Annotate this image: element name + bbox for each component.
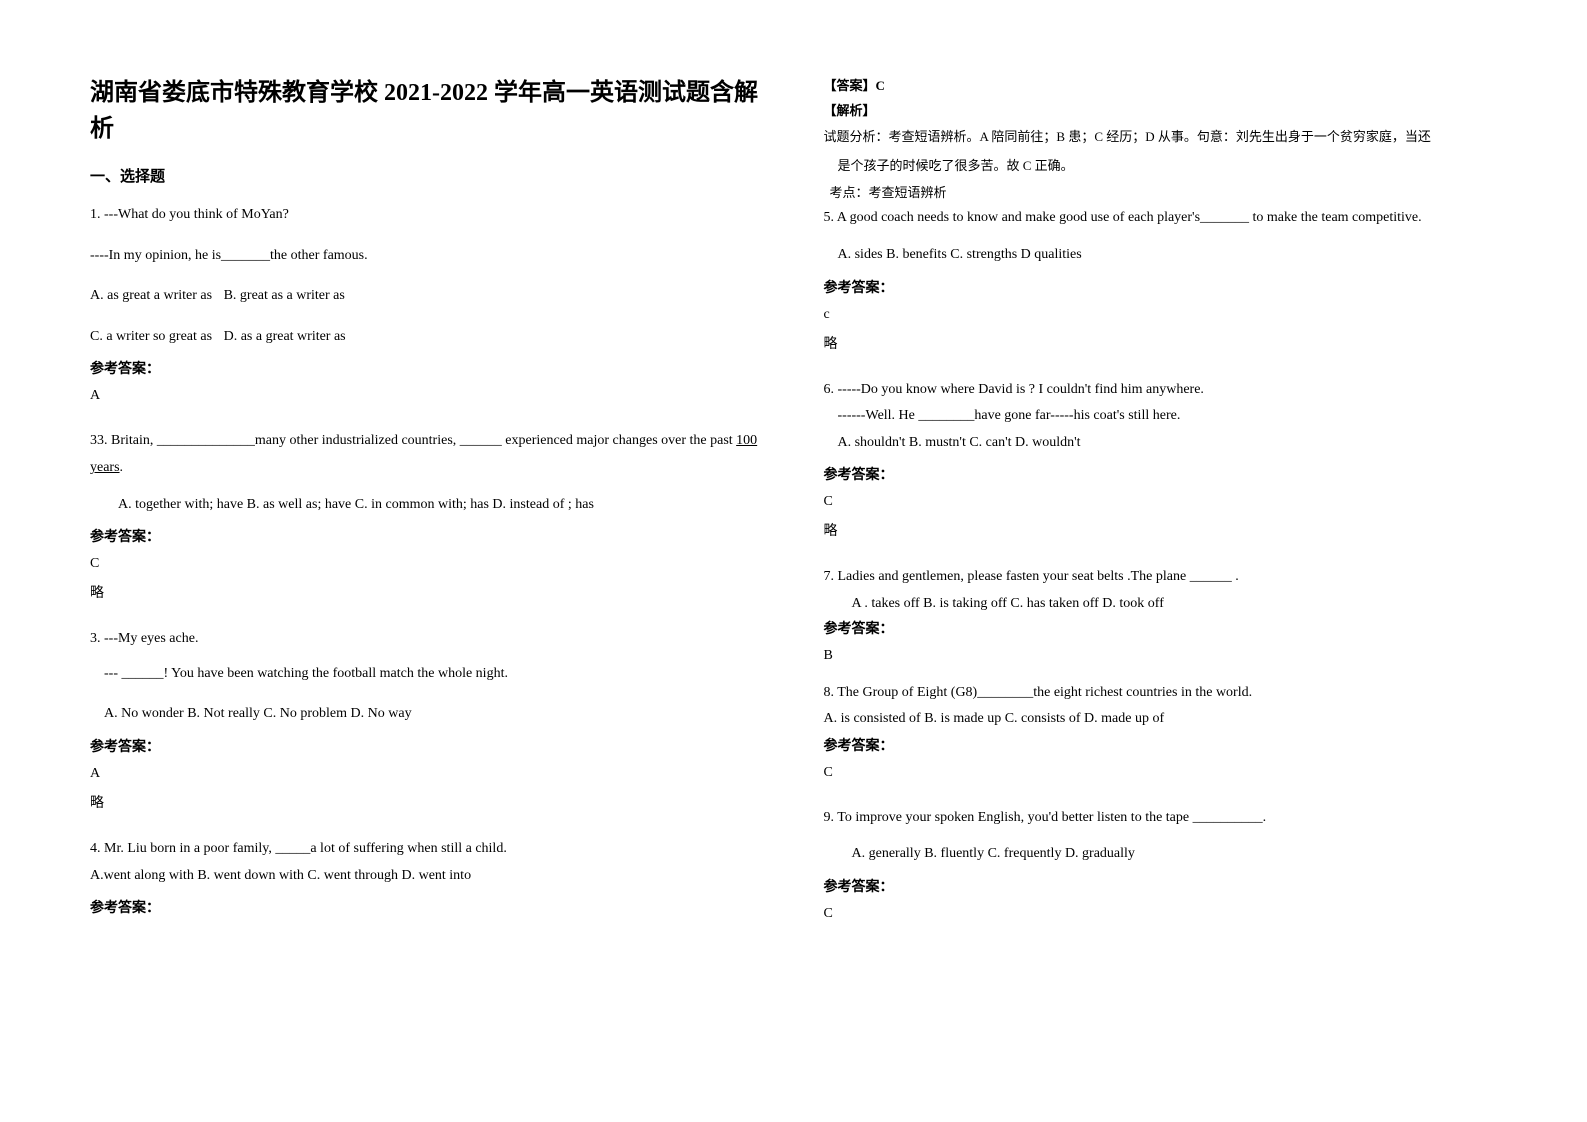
q7-options: A . takes off B. is taking off C. has ta… [824, 591, 1498, 618]
q1-line2: ----In my opinion, he is_______the other… [90, 243, 764, 270]
q8-options: A. is consisted of B. is made up C. cons… [824, 706, 1498, 733]
q6-answer: C [824, 494, 1498, 510]
question-9: 9. To improve your spoken English, you'd… [824, 805, 1498, 932]
q2-answer-label: 参考答案： [90, 526, 764, 546]
q1-optC: C. a writer so great as [90, 329, 212, 344]
q5-options: A. sides B. benefits C. strengths D qual… [824, 242, 1498, 269]
q3-options: A. No wonder B. Not really C. No problem… [90, 701, 764, 728]
document-title: 湖南省娄底市特殊教育学校 2021-2022 学年高一英语测试题含解析 [90, 75, 764, 147]
q1-line1: 1. ---What do you think of MoYan? [90, 202, 764, 229]
section-heading: 一、选择题 [90, 165, 764, 186]
underline-text: 100 years [90, 433, 757, 475]
question-2: 33. Britain, ______________many other in… [90, 428, 764, 612]
question-7: 7. Ladies and gentlemen, please fasten y… [824, 564, 1498, 665]
answer-box-label: 【答案】C [824, 75, 1498, 94]
question-6: 6. -----Do you know where David is ? I c… [824, 377, 1498, 551]
q2-options: A. together with; have B. as well as; ha… [90, 492, 764, 519]
q3-line1: 3. ---My eyes ache. [90, 626, 764, 653]
question-3: 3. ---My eyes ache. --- ______! You have… [90, 626, 764, 822]
q5-note: 略 [824, 333, 1498, 353]
q1-optA: A. as great a writer as [90, 288, 212, 303]
q5-answer: c [824, 307, 1498, 323]
question-8: 8. The Group of Eight (G8)________the ei… [824, 680, 1498, 791]
q3-answer: A [90, 766, 764, 782]
q4-answer-label: 参考答案： [90, 897, 764, 917]
q7-line1: 7. Ladies and gentlemen, please fasten y… [824, 564, 1498, 591]
analysis-box-label: 【解析】 [824, 100, 1498, 119]
q9-options: A. generally B. fluently C. frequently D… [824, 841, 1498, 868]
analysis-line1: 试题分析：考查短语辨析。A 陪同前往；B 患；C 经历；D 从事。句意：刘先生出… [824, 125, 1498, 150]
left-column: 湖南省娄底市特殊教育学校 2021-2022 学年高一英语测试题含解析 一、选择… [90, 75, 764, 1047]
q3-note: 略 [90, 792, 764, 812]
q8-answer-label: 参考答案： [824, 735, 1498, 755]
q1-answer: A [90, 388, 764, 404]
q1-options-row1: A. as great a writer as B. great as a wr… [90, 283, 764, 310]
q6-options: A. shouldn't B. mustn't C. can't D. woul… [824, 430, 1498, 457]
q1-optB: B. great as a writer as [224, 288, 345, 303]
q9-answer-label: 参考答案： [824, 876, 1498, 896]
q9-line1: 9. To improve your spoken English, you'd… [824, 805, 1498, 832]
q4-options: A.went along with B. went down with C. w… [90, 863, 764, 890]
q2-text: 33. Britain, ______________many other in… [90, 428, 764, 481]
q7-answer-label: 参考答案： [824, 618, 1498, 638]
q6-answer-label: 参考答案： [824, 464, 1498, 484]
q1-optD: D. as a great writer as [224, 329, 346, 344]
q8-line1: 8. The Group of Eight (G8)________the ei… [824, 680, 1498, 707]
q6-note: 略 [824, 520, 1498, 540]
q1-answer-label: 参考答案： [90, 358, 764, 378]
q1-options-row2: C. a writer so great as D. as a great wr… [90, 324, 764, 351]
q5-answer-label: 参考答案： [824, 277, 1498, 297]
q3-line2: --- ______! You have been watching the f… [90, 661, 764, 688]
q3-answer-label: 参考答案： [90, 736, 764, 756]
q2-note: 略 [90, 582, 764, 602]
analysis-line2: 是个孩子的时候吃了很多苦。故 C 正确。 [824, 154, 1498, 179]
exam-point: 考点：考查短语辨析 [824, 182, 1498, 201]
q6-line2: ------Well. He ________have gone far----… [824, 403, 1498, 430]
q8-answer: C [824, 765, 1498, 781]
q5-text: 5. A good coach needs to know and make g… [824, 205, 1498, 232]
question-1: 1. ---What do you think of MoYan? ----In… [90, 202, 764, 414]
question-5: 5. A good coach needs to know and make g… [824, 205, 1498, 362]
right-column: 【答案】C 【解析】 试题分析：考查短语辨析。A 陪同前往；B 患；C 经历；D… [824, 75, 1498, 1047]
q7-answer: B [824, 648, 1498, 664]
question-4: 4. Mr. Liu born in a poor family, _____a… [90, 836, 764, 927]
q4-line1: 4. Mr. Liu born in a poor family, _____a… [90, 836, 764, 863]
q2-answer: C [90, 556, 764, 572]
q6-line1: 6. -----Do you know where David is ? I c… [824, 377, 1498, 404]
q9-answer: C [824, 906, 1498, 922]
